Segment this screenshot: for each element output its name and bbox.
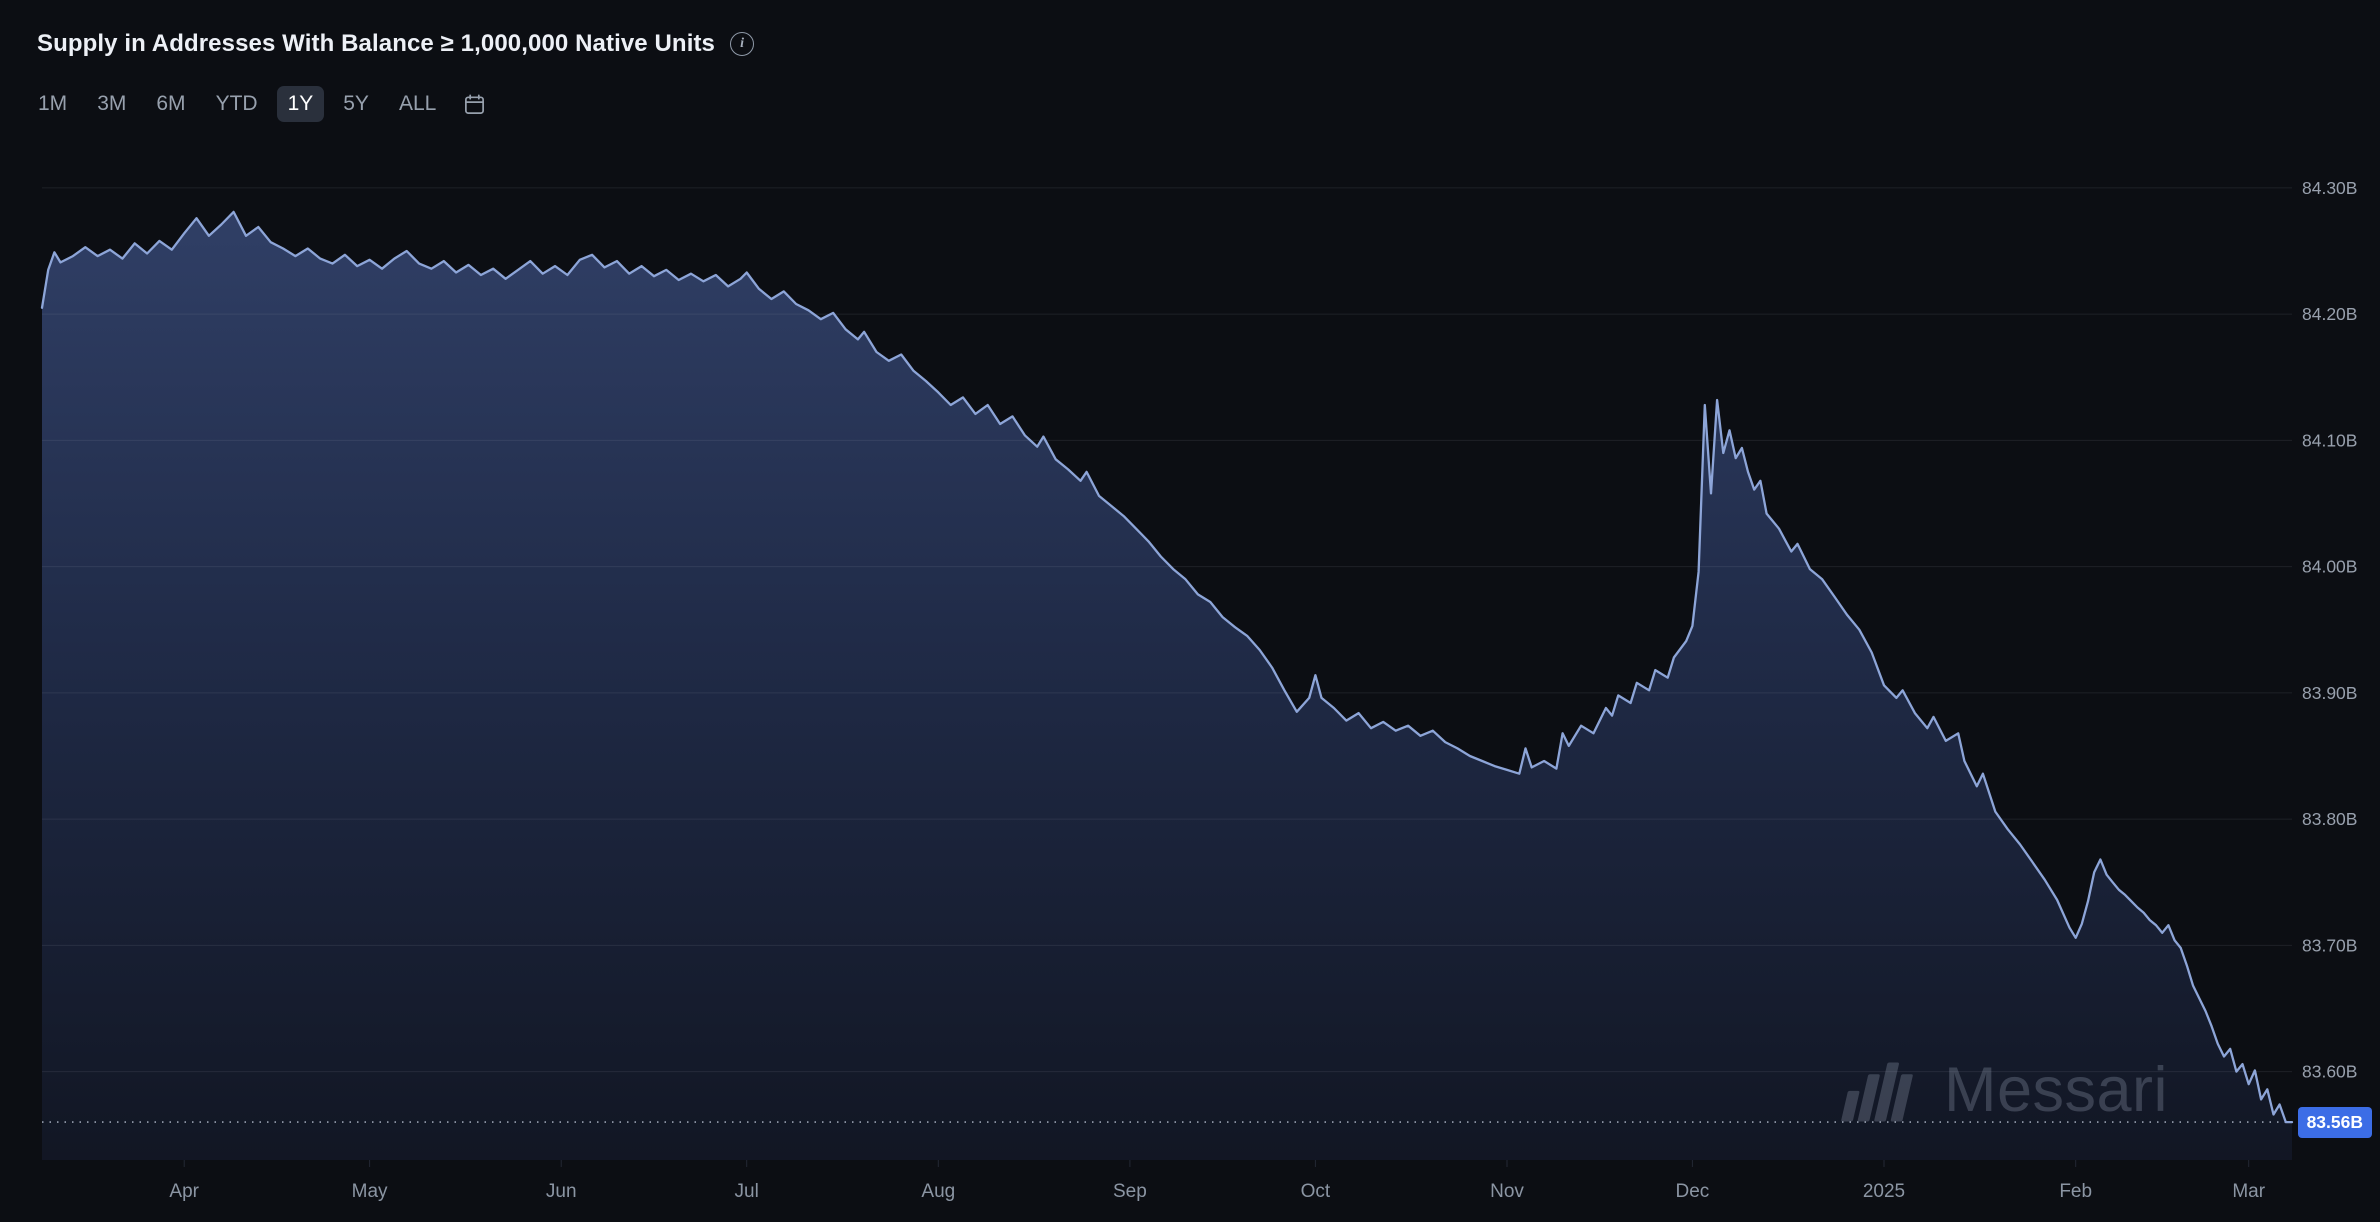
- messari-watermark: Messari: [1838, 1059, 2168, 1122]
- x-axis-label: Feb: [2059, 1181, 2092, 1202]
- x-axis-label: Apr: [169, 1181, 199, 1202]
- range-button-6m[interactable]: 6M: [145, 86, 196, 122]
- x-axis-label: May: [352, 1181, 388, 1202]
- x-axis-label: Dec: [1676, 1181, 1710, 1202]
- range-button-5y[interactable]: 5Y: [332, 86, 380, 122]
- area-fill: [42, 211, 2292, 1160]
- current-value-badge: 83.56B: [2297, 1107, 2372, 1138]
- range-button-1m[interactable]: 1M: [27, 86, 78, 122]
- y-axis-label: 84.30B: [2302, 178, 2357, 198]
- chart-header: Supply in Addresses With Balance ≥ 1,000…: [37, 30, 755, 58]
- x-axis-label: 2025: [1863, 1181, 1905, 1202]
- info-glyph: i: [740, 36, 744, 51]
- series-line: [40, 210, 2294, 1124]
- y-axis-label: 83.90B: [2302, 683, 2357, 703]
- range-button-ytd[interactable]: YTD: [205, 86, 269, 122]
- y-axis-label: 84.20B: [2302, 304, 2357, 324]
- y-axis-label: 84.00B: [2302, 557, 2357, 577]
- x-axis-label: Aug: [921, 1181, 955, 1202]
- chart-title: Supply in Addresses With Balance ≥ 1,000…: [37, 30, 716, 57]
- range-button-all[interactable]: ALL: [388, 86, 447, 122]
- x-axis-label: Mar: [2232, 1181, 2265, 1202]
- x-axis-label: Jul: [735, 1181, 759, 1202]
- calendar-button[interactable]: [459, 89, 490, 120]
- x-axis-label: Sep: [1113, 1181, 1147, 1202]
- y-axis-label: 84.10B: [2302, 430, 2357, 450]
- y-axis-label: 83.60B: [2302, 1062, 2357, 1082]
- y-axis-label: 83.80B: [2302, 809, 2357, 829]
- x-axis-label: Oct: [1301, 1181, 1331, 1202]
- x-axis-label: Nov: [1490, 1181, 1524, 1202]
- range-toolbar: 1M 3M 6M YTD 1Y 5Y ALL: [27, 86, 490, 122]
- info-icon[interactable]: i: [730, 32, 755, 56]
- range-button-3m[interactable]: 3M: [86, 86, 137, 122]
- x-axis-label: Jun: [546, 1181, 577, 1202]
- messari-wordmark: Messari: [1943, 1055, 2168, 1125]
- calendar-icon: [465, 94, 485, 114]
- range-buttons: 1M 3M 6M YTD 1Y 5Y ALL: [27, 86, 447, 122]
- messari-logo-icon: [1841, 1062, 1913, 1122]
- y-axis-label: 83.70B: [2302, 935, 2357, 955]
- range-button-1y[interactable]: 1Y: [276, 86, 325, 122]
